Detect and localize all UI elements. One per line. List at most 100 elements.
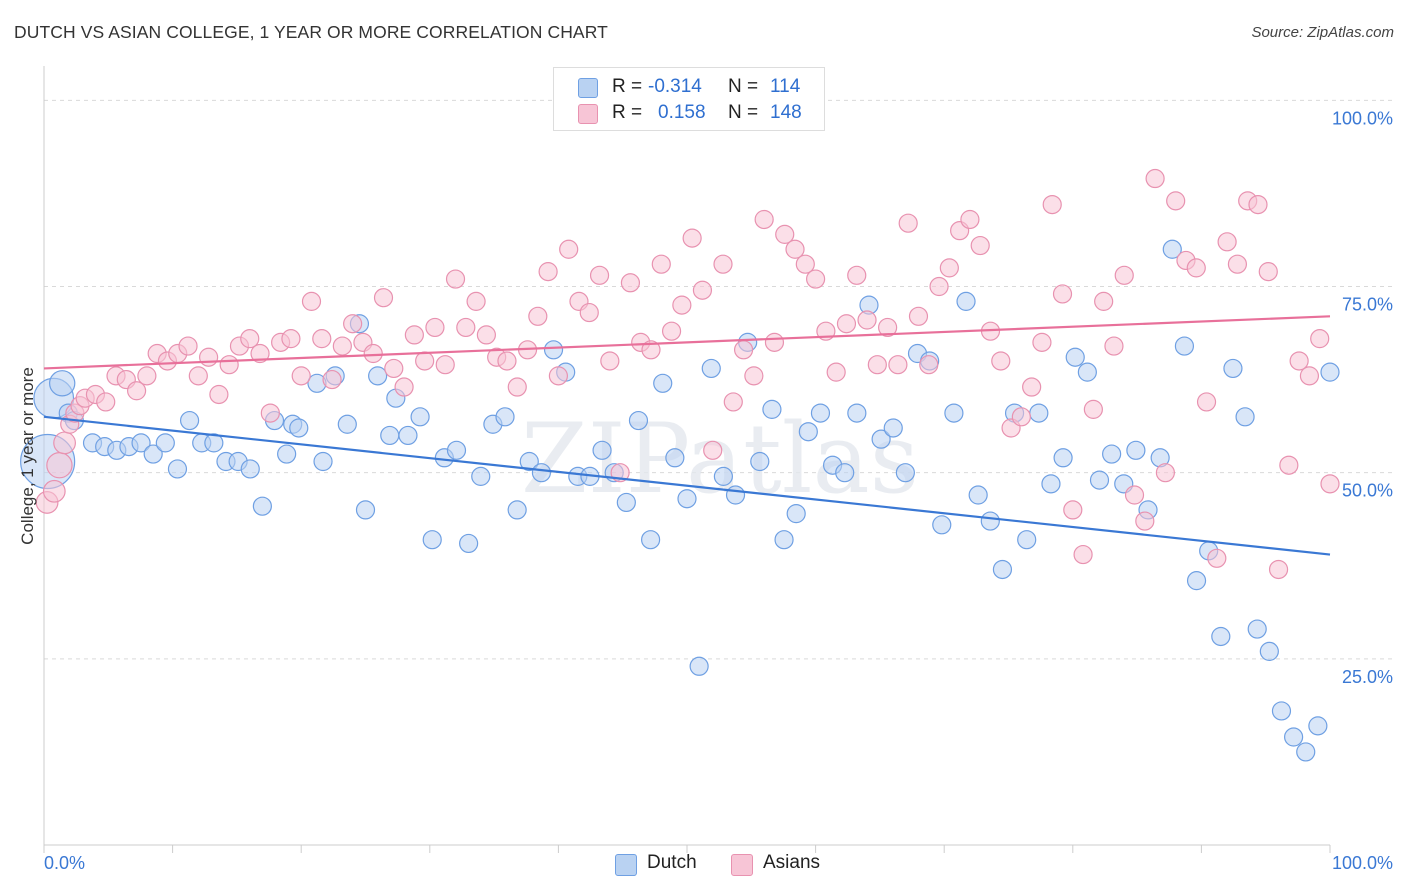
dutch-point: [131, 433, 151, 453]
dutch-point: [240, 459, 260, 479]
dutch-point: [1284, 727, 1304, 747]
asians-point: [528, 306, 548, 326]
dutch-trend-line: [43, 415, 1331, 556]
asians-point: [548, 366, 569, 386]
asians-point: [466, 291, 486, 311]
y-tick-label: 50.0%: [1342, 481, 1393, 501]
asians-point: [332, 336, 352, 356]
dutch-point: [1017, 530, 1037, 550]
y-tick-label: 25.0%: [1342, 667, 1393, 687]
x-tick-label: 0.0%: [44, 853, 85, 873]
asians-point: [847, 265, 867, 285]
asians-point: [1124, 485, 1145, 505]
asians-point: [1227, 254, 1248, 274]
dutch-point: [1102, 444, 1122, 464]
dutch-point: [252, 496, 272, 516]
chart-title: DUTCH VS ASIAN COLLEGE, 1 YEAR OR MORE C…: [14, 22, 608, 42]
dutch-point: [1259, 641, 1279, 661]
dutch-point: [1077, 362, 1097, 382]
asians-point: [1217, 232, 1237, 252]
dutch-point: [713, 466, 733, 486]
asians-point: [703, 440, 723, 460]
trend-lines: [43, 315, 1331, 556]
asians-point: [425, 317, 445, 338]
asians-swatch: [578, 104, 598, 124]
dutch-point: [446, 440, 467, 460]
asians-point: [733, 340, 754, 360]
dutch-point: [289, 418, 309, 438]
asians-point: [898, 213, 918, 233]
dutch-point: [616, 492, 636, 513]
asians-point: [291, 366, 311, 386]
asians-point: [445, 269, 466, 289]
dutch-point: [1041, 474, 1061, 494]
dutch-point: [1174, 336, 1195, 356]
axis-labels: 100.0% 75.0% 50.0% 25.0% 0.0% 100.0% College, …: [18, 108, 1393, 873]
asians-point: [415, 351, 435, 371]
dutch-point: [701, 358, 721, 379]
dutch-point: [1089, 470, 1110, 490]
dutch-point: [641, 530, 661, 550]
dutch-point: [847, 403, 867, 423]
dutch-point: [368, 366, 388, 386]
asians-point: [559, 239, 579, 259]
asians-point: [1032, 332, 1052, 352]
asians-point: [775, 224, 795, 244]
asians-point: [312, 329, 332, 349]
asians-point: [281, 329, 301, 349]
asians-point: [1166, 191, 1186, 211]
dutch-point: [519, 451, 539, 472]
data-points: [20, 168, 1340, 762]
dutch-point: [543, 340, 564, 360]
y-tick-label: 75.0%: [1342, 295, 1393, 315]
asians-point: [260, 403, 280, 423]
asians-point: [1104, 336, 1124, 356]
dutch-point: [167, 459, 188, 479]
dutch-point: [725, 485, 746, 505]
stats-legend: R = -0.314 N = 114 R = 0.158 N = 148: [553, 67, 825, 131]
asians-point: [1052, 284, 1073, 304]
asians-point: [1279, 455, 1299, 475]
asians-point: [1310, 329, 1330, 349]
dutch-point: [1320, 362, 1340, 382]
dutch-point: [1308, 716, 1328, 736]
dutch-point: [1053, 448, 1073, 468]
dutch-point: [786, 504, 806, 524]
asians-point: [1320, 474, 1340, 494]
dutch-point: [313, 451, 333, 472]
dutch-point: [398, 425, 418, 446]
dutch-point: [871, 429, 891, 449]
dutch-legend-swatch: [615, 854, 637, 876]
asians-point: [1207, 548, 1227, 568]
dutch-point: [980, 511, 1000, 531]
dutch-point: [677, 489, 697, 509]
dutch-point: [1162, 239, 1182, 259]
asians-point: [384, 358, 404, 379]
asians-point: [1094, 291, 1114, 311]
asians-point: [723, 392, 743, 412]
dutch-point: [204, 433, 224, 453]
dutch-point: [653, 373, 673, 393]
asians-point: [692, 280, 713, 300]
asians-point: [785, 239, 805, 259]
asians-point: [939, 258, 959, 278]
dutch-point: [592, 440, 612, 460]
asians-trend-line: [43, 315, 1331, 370]
dutch-point: [380, 425, 400, 446]
n-value: 148: [770, 102, 802, 123]
dutch-point: [798, 422, 818, 442]
asians-point: [363, 343, 383, 364]
asians-point: [1299, 366, 1320, 386]
dutch-point: [762, 399, 782, 419]
dutch-point: [355, 500, 376, 520]
dutch-point: [628, 410, 649, 431]
y-axis-title: College, 1 year or more: [18, 367, 37, 545]
dutch-legend-label: Dutch: [647, 852, 697, 873]
dutch-point: [143, 444, 163, 464]
dutch-point: [277, 444, 297, 464]
asians-point: [1073, 544, 1093, 565]
asians-point: [878, 317, 898, 338]
dutch-point: [1186, 571, 1207, 591]
asians-point: [456, 317, 476, 338]
